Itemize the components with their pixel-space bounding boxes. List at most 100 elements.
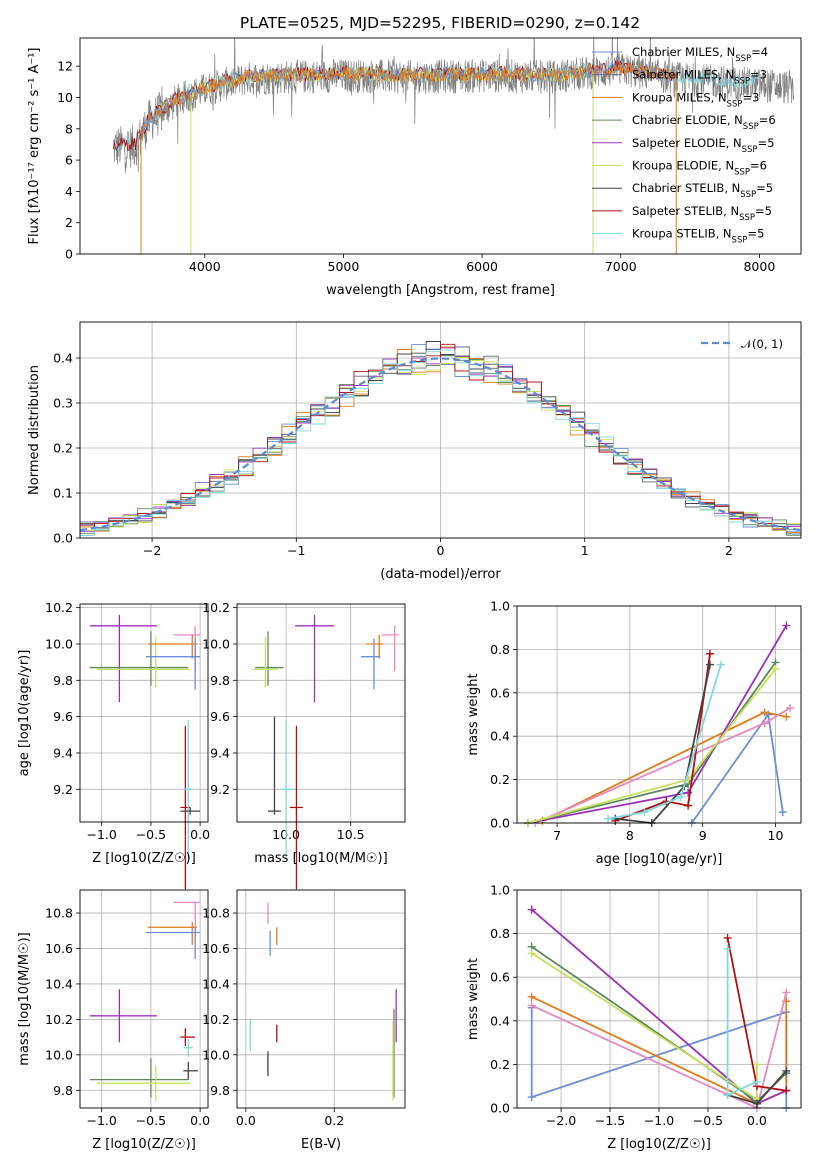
y-tick-label: 9.4 <box>53 745 73 760</box>
mass-weight-point <box>527 905 536 914</box>
x-tick-label: −1 <box>287 543 305 558</box>
axes-frame <box>236 603 406 823</box>
y-tick-label: 2 <box>65 215 73 230</box>
legend-label-main: Salpeter STELIB, N <box>632 204 739 218</box>
y-tick-label: 10.2 <box>45 600 73 615</box>
y-tick-label: 10.8 <box>202 906 230 921</box>
mass-weight-point <box>723 933 732 942</box>
y-tick-label: 0.2 <box>490 1057 510 1072</box>
y-axis-title: Normed distribution <box>27 365 42 495</box>
mass-weight-point <box>527 949 536 958</box>
y-tick-label: 10.2 <box>202 1012 230 1027</box>
legend-label-sub: SSP <box>735 54 751 64</box>
mass_weight_vs_age-panel: 7 8 9 10 0.0 0.2 0.4 0.6 0.8 1.0 age [log10(age/yr… <box>466 599 802 867</box>
y-axis-title: mass [log10(M/M☉)] <box>17 932 32 1065</box>
legend-label-sub: SSP <box>743 122 759 132</box>
y-tick-label: 0.8 <box>490 642 510 657</box>
legend-label: Kroupa STELIB, NSSP=5 <box>632 227 764 246</box>
legend-label-tail: =3 <box>742 90 759 104</box>
residual-histogram-step <box>80 349 801 536</box>
y-tick-label: 9.4 <box>210 745 230 760</box>
x-tick-label: −2.0 <box>546 1113 576 1128</box>
y-tick-label: 0.1 <box>53 486 73 501</box>
mass-weight-point <box>527 992 536 1001</box>
y-tick-label: 10.4 <box>45 976 73 991</box>
y-tick-label: 10.2 <box>202 600 230 615</box>
mass-weight-line <box>607 664 722 820</box>
y-tick-label: 10.6 <box>45 941 73 956</box>
spectrum-panel: 4000 5000 6000 7000 8000 0 2 4 6 8 10 12 Chabrier MI… <box>27 37 802 298</box>
y-tick-label: 0.4 <box>53 351 73 366</box>
mass-weight-line <box>534 707 791 824</box>
y-tick-label: 10.4 <box>202 976 230 991</box>
x-tick-label: −1.0 <box>86 1113 116 1128</box>
x-axis-title: wavelength [Angstrom, rest frame] <box>326 283 555 298</box>
x-tick-label: 7000 <box>605 259 637 274</box>
mass-weight-point <box>778 808 787 817</box>
y-tick-label: 0.2 <box>490 772 510 787</box>
x-tick-label: 8 <box>626 828 634 843</box>
legend-label-sub: SSP <box>734 77 750 87</box>
normal-curve <box>79 357 802 532</box>
x-tick-label: −0.5 <box>693 1113 723 1128</box>
x-tick-label: 8000 <box>743 259 775 274</box>
axes-frame <box>516 889 802 1109</box>
x-tick-label: 0.2 <box>324 1113 344 1128</box>
x-tick-label: 6000 <box>466 259 498 274</box>
mass-weight-line <box>531 952 758 1101</box>
legend-label-tail: =3 <box>750 68 767 82</box>
legend-label-sub: SSP <box>740 190 756 200</box>
legend-label-sub: SSP <box>742 145 758 155</box>
x-tick-label: 4000 <box>189 259 221 274</box>
legend-label: Chabrier STELIB, NSSP=5 <box>632 181 773 200</box>
y-tick-label: 6 <box>65 153 73 168</box>
y-tick-label: 0.6 <box>490 970 510 985</box>
mass-weight-point <box>760 719 769 728</box>
legend-label-main: Chabrier MILES, N <box>632 45 735 59</box>
legend-label: Salpeter MILES, NSSP=3 <box>632 68 767 87</box>
legend-label: 𝒩(0, 1) <box>741 337 783 351</box>
x-tick-label: −0.5 <box>136 827 166 842</box>
y-tick-label: 9.2 <box>53 782 73 797</box>
y-axis-title: mass weight <box>466 673 481 755</box>
mass-weight-point <box>527 1001 536 1010</box>
y-axis-title: Flux [fλ10⁻¹⁷ erg cm⁻² s⁻¹ A⁻¹] <box>27 48 42 245</box>
y-tick-label: 9.6 <box>53 709 73 724</box>
x-tick-label: −1.5 <box>595 1113 625 1128</box>
x-tick-label: 2 <box>725 543 733 558</box>
legend-label-tail: =5 <box>747 227 764 241</box>
mass_vs_z-panel: −1.0 −0.5 0.0 9.8 10.0 10.2 10.4 10.6 10.8 Z [log… <box>17 889 210 1152</box>
y-tick-label: 0.0 <box>490 816 510 831</box>
legend-label-tail: =6 <box>759 113 776 127</box>
mass-weight-line <box>615 664 711 824</box>
mass-weight-point <box>716 660 725 669</box>
y-tick-label: 9.8 <box>210 1083 230 1098</box>
y-tick-label: 10.0 <box>202 1047 230 1062</box>
y-tick-label: 0.4 <box>490 1013 510 1028</box>
legend-label-tail: =5 <box>755 204 772 218</box>
mass-weight-point <box>640 808 649 817</box>
legend-label-main: Kroupa STELIB, N <box>632 227 732 241</box>
mass-weight-point <box>723 944 732 953</box>
y-tick-label: 0.6 <box>490 685 510 700</box>
y-tick-label: 10.0 <box>45 1047 73 1062</box>
legend-label-tail: =5 <box>758 136 775 150</box>
y-tick-label: 0.4 <box>490 729 510 744</box>
legend-label-sub: SSP <box>727 99 743 109</box>
mass-weight-point <box>782 988 791 997</box>
y-tick-label: 10.0 <box>202 636 230 651</box>
x-axis-title: (data-model)/error <box>380 567 501 582</box>
axes-frame <box>79 603 209 823</box>
legend-label: Salpeter ELODIE, NSSP=5 <box>632 136 775 155</box>
y-axis-title: mass weight <box>466 958 481 1040</box>
mass_vs_ebv-panel: 0.0 0.2 9.8 10.0 10.2 10.4 10.6 10.8 E(B-V) <box>202 889 406 1152</box>
mass-weight-point <box>752 1099 761 1108</box>
mass-weight-line <box>726 948 758 1097</box>
axes-frame <box>516 605 802 824</box>
mass-weight-line <box>614 653 711 822</box>
y-tick-label: 10 <box>57 90 73 105</box>
axes-frame <box>79 321 802 539</box>
y-tick-label: 10.2 <box>45 1012 73 1027</box>
legend-label-main: Salpeter ELODIE, N <box>632 136 742 150</box>
